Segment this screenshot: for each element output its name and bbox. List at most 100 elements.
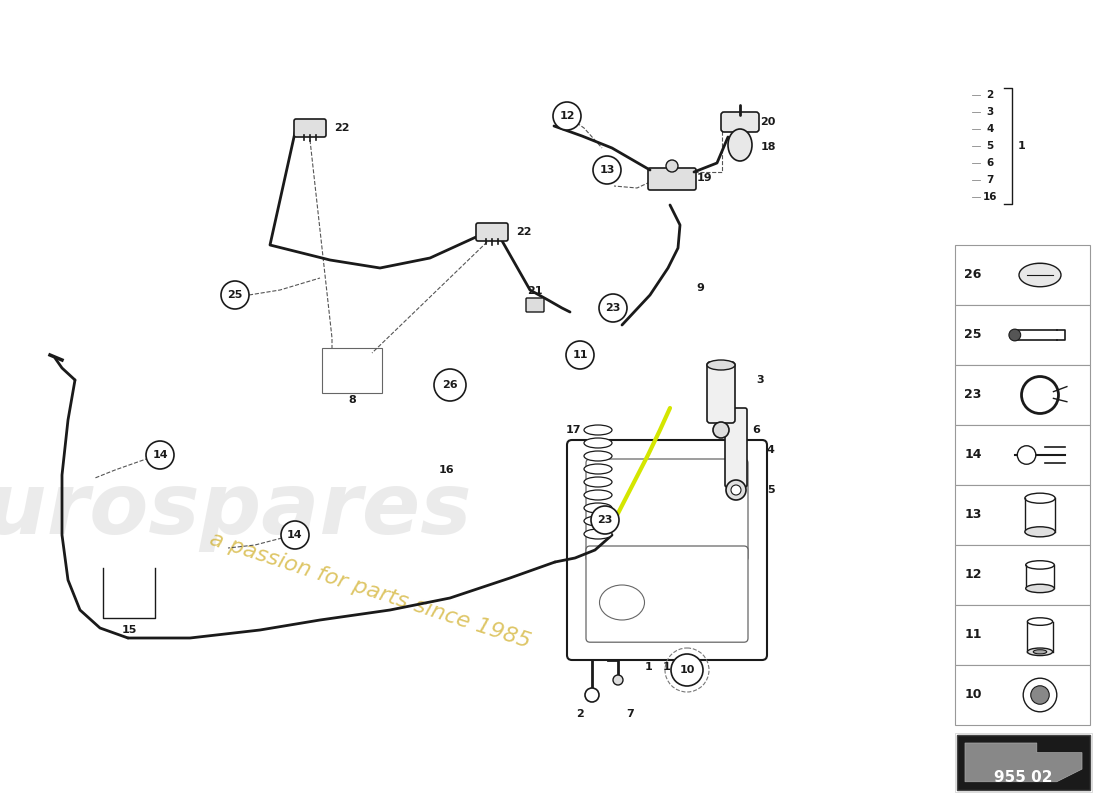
Text: eurospares: eurospares xyxy=(0,469,472,551)
Text: 5: 5 xyxy=(767,485,774,495)
Text: 23: 23 xyxy=(597,515,613,525)
Circle shape xyxy=(146,441,174,469)
Circle shape xyxy=(613,675,623,685)
Text: 955 02: 955 02 xyxy=(994,770,1053,785)
FancyBboxPatch shape xyxy=(586,546,748,642)
Text: 14: 14 xyxy=(287,530,303,540)
Text: 15: 15 xyxy=(121,625,136,635)
Ellipse shape xyxy=(584,464,612,474)
Circle shape xyxy=(221,281,249,309)
Circle shape xyxy=(666,160,678,172)
Ellipse shape xyxy=(600,585,645,620)
Text: 13: 13 xyxy=(600,165,615,175)
FancyBboxPatch shape xyxy=(707,362,735,423)
Text: 22: 22 xyxy=(516,227,531,237)
Text: 20: 20 xyxy=(760,117,775,127)
Bar xyxy=(955,545,1090,605)
Ellipse shape xyxy=(728,129,752,161)
Ellipse shape xyxy=(584,425,612,435)
Circle shape xyxy=(726,480,746,500)
Text: 1: 1 xyxy=(663,662,671,672)
Circle shape xyxy=(434,369,466,401)
Ellipse shape xyxy=(584,516,612,526)
Bar xyxy=(957,735,1090,790)
Text: 4: 4 xyxy=(766,445,774,455)
Text: 23: 23 xyxy=(605,303,620,313)
Text: 10: 10 xyxy=(680,665,695,675)
Text: 11: 11 xyxy=(572,350,587,360)
Text: 21: 21 xyxy=(527,286,542,296)
Circle shape xyxy=(593,156,622,184)
Text: 23: 23 xyxy=(965,389,981,402)
FancyBboxPatch shape xyxy=(720,112,759,132)
Ellipse shape xyxy=(1025,526,1055,537)
Circle shape xyxy=(1031,686,1049,704)
Ellipse shape xyxy=(707,360,735,370)
FancyBboxPatch shape xyxy=(294,119,326,137)
Circle shape xyxy=(732,485,741,495)
Text: 3: 3 xyxy=(756,375,763,385)
Circle shape xyxy=(591,506,619,534)
Ellipse shape xyxy=(1019,263,1062,286)
FancyBboxPatch shape xyxy=(586,459,748,562)
Text: 6: 6 xyxy=(752,425,760,435)
FancyBboxPatch shape xyxy=(566,440,767,660)
FancyBboxPatch shape xyxy=(476,223,508,241)
Bar xyxy=(955,733,1092,792)
Text: 14: 14 xyxy=(965,449,981,462)
Text: 2: 2 xyxy=(987,90,993,100)
Circle shape xyxy=(566,341,594,369)
Bar xyxy=(955,665,1090,725)
Text: 3: 3 xyxy=(987,107,993,117)
Circle shape xyxy=(600,294,627,322)
Text: 18: 18 xyxy=(760,142,775,152)
Text: 13: 13 xyxy=(965,509,981,522)
Text: 26: 26 xyxy=(965,269,981,282)
Text: 8: 8 xyxy=(348,395,356,405)
Text: 16: 16 xyxy=(439,465,454,475)
Text: 1: 1 xyxy=(645,662,653,672)
Circle shape xyxy=(1009,329,1021,341)
FancyBboxPatch shape xyxy=(526,298,544,312)
Bar xyxy=(955,605,1090,665)
Ellipse shape xyxy=(584,529,612,539)
Bar xyxy=(322,348,382,393)
Circle shape xyxy=(1018,446,1036,464)
Text: 19: 19 xyxy=(696,173,712,183)
Text: 26: 26 xyxy=(442,380,458,390)
Polygon shape xyxy=(965,743,1082,782)
FancyBboxPatch shape xyxy=(725,408,747,487)
Bar xyxy=(955,245,1090,305)
Text: 7: 7 xyxy=(987,175,993,185)
Ellipse shape xyxy=(1033,650,1047,654)
Text: 11: 11 xyxy=(965,629,981,642)
Ellipse shape xyxy=(584,503,612,513)
FancyBboxPatch shape xyxy=(648,168,696,190)
Ellipse shape xyxy=(1025,584,1054,593)
Text: 17: 17 xyxy=(565,425,581,435)
Ellipse shape xyxy=(1027,648,1053,655)
Text: 25: 25 xyxy=(965,329,981,342)
Text: 7: 7 xyxy=(626,709,634,719)
Text: 22: 22 xyxy=(334,123,350,133)
Circle shape xyxy=(553,102,581,130)
Circle shape xyxy=(713,422,729,438)
Ellipse shape xyxy=(1025,561,1054,569)
Bar xyxy=(955,365,1090,425)
Bar xyxy=(955,425,1090,485)
Text: 9: 9 xyxy=(696,283,704,293)
Ellipse shape xyxy=(584,477,612,487)
Ellipse shape xyxy=(584,438,612,448)
Text: 12: 12 xyxy=(559,111,574,121)
Ellipse shape xyxy=(1027,618,1053,626)
Bar xyxy=(955,485,1090,545)
Ellipse shape xyxy=(1025,493,1055,503)
Text: 4: 4 xyxy=(987,124,993,134)
Text: 16: 16 xyxy=(982,192,998,202)
Text: 2: 2 xyxy=(576,709,584,719)
Circle shape xyxy=(280,521,309,549)
Circle shape xyxy=(671,654,703,686)
Text: 10: 10 xyxy=(965,689,981,702)
Circle shape xyxy=(1022,377,1058,414)
Text: 1: 1 xyxy=(1018,141,1025,151)
